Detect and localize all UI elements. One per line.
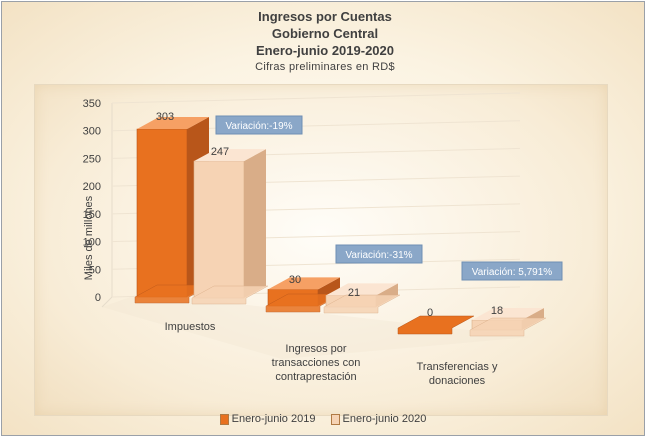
bar-top (326, 283, 398, 296)
bar-base (469, 317, 547, 337)
bar-top (268, 277, 340, 290)
bar-base (134, 284, 212, 304)
data-label: 303 (156, 111, 174, 123)
variation-callout (335, 244, 423, 264)
bar-front (136, 128, 188, 298)
data-label: 21 (348, 287, 360, 299)
variation-callout-text: Variación:-31% (345, 250, 412, 261)
y-tick-label: 350 (83, 98, 101, 110)
legend-swatch-2020 (330, 413, 340, 425)
bar-top (472, 308, 544, 321)
x-category-label: Impuestos (165, 321, 216, 333)
y-axis-title: Miles de millones (83, 195, 95, 280)
variation-callout (461, 261, 563, 281)
gridline (111, 92, 521, 104)
title-line-1: Ingresos por Cuentas (258, 9, 392, 24)
y-axis-line (101, 103, 113, 308)
y-tick-label: 300 (83, 126, 101, 138)
bar-top (137, 117, 209, 130)
y-tick-label: 100 (83, 237, 101, 249)
y-tick-label: 50 (89, 264, 101, 276)
x-category-label: donaciones (429, 375, 486, 387)
x-category-label: contraprestación (275, 371, 356, 383)
x-category-label: Transferencias y (417, 361, 498, 373)
legend-swatch-2019 (219, 413, 229, 425)
y-tick-label: 250 (83, 153, 101, 165)
floor-plane (102, 293, 530, 359)
chart-subtitle: Cifras preliminares en RD$ (255, 61, 395, 73)
variation-callout (215, 115, 303, 135)
data-label: 18 (491, 305, 503, 317)
data-label: 247 (211, 146, 229, 158)
title-line-3: Enero-junio 2019-2020 (256, 43, 394, 58)
bar-base (397, 315, 475, 335)
legend-label-2020: Enero-junio 2020 (342, 413, 427, 425)
chart-titles: Ingresos por Cuentas Gobierno Central En… (2, 8, 646, 75)
variation-callout-text: Variación: 5,791% (472, 267, 553, 278)
plot-area (34, 84, 608, 416)
legend: Enero-junio 2019 Enero-junio 2020 (0, 413, 646, 428)
x-category-label: transacciones con (272, 357, 361, 369)
y-tick-label: 150 (83, 209, 101, 221)
data-label: 30 (289, 274, 301, 286)
legend-label-2019: Enero-junio 2019 (231, 413, 316, 425)
bar-base (265, 293, 343, 313)
y-tick-label: 0 (95, 292, 101, 304)
bar-base (323, 294, 401, 314)
legend-item-2019: Enero-junio 2019 (219, 413, 316, 425)
bar-base (191, 285, 269, 305)
variation-callout-text: Variación:-19% (225, 121, 292, 132)
title-line-2: Gobierno Central (271, 26, 379, 41)
x-category-label: Ingresos por (285, 343, 346, 355)
bar-front (193, 160, 245, 299)
y-tick-label: 200 (83, 181, 101, 193)
bar-side (244, 149, 266, 298)
legend-item-2020: Enero-junio 2020 (330, 413, 427, 425)
data-label: 0 (427, 307, 433, 319)
bar-top (194, 149, 266, 162)
